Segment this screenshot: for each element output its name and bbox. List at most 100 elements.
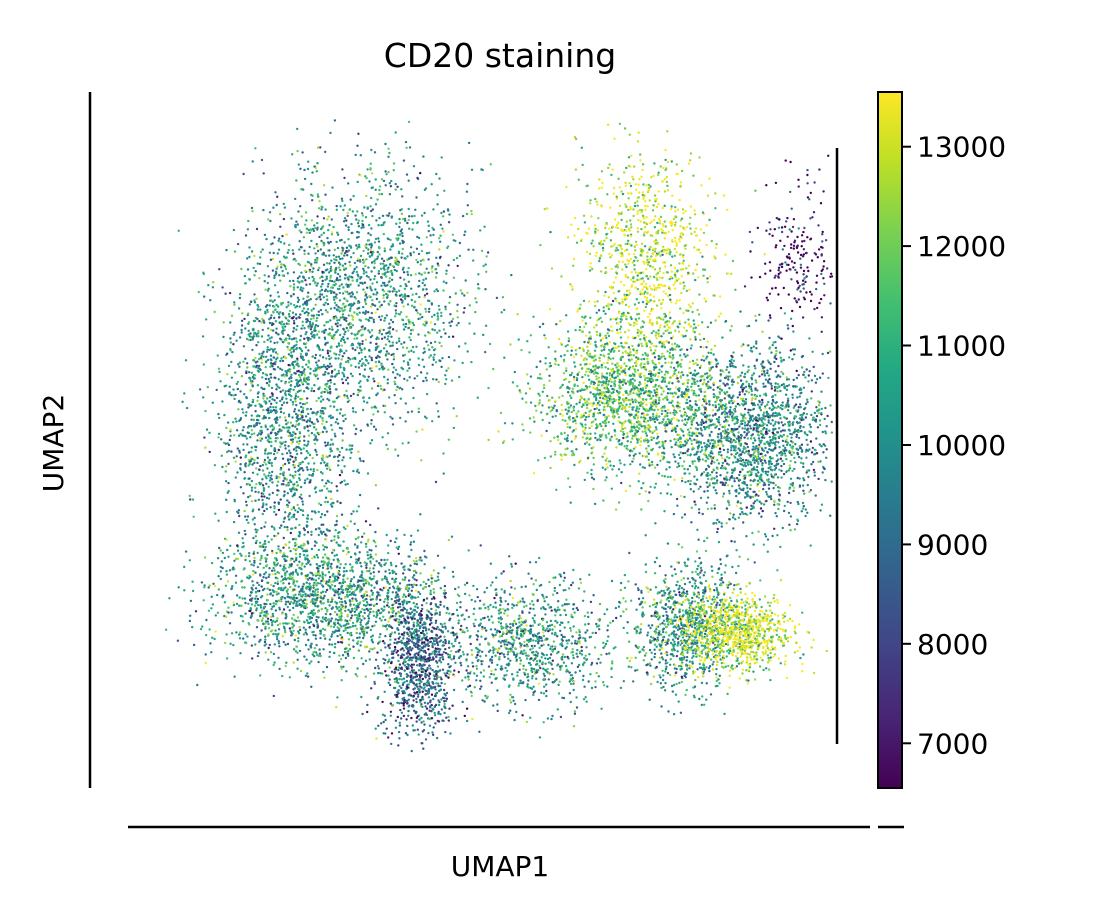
scatter-point bbox=[269, 592, 273, 595]
scatter-point bbox=[380, 364, 383, 367]
scatter-point bbox=[413, 300, 417, 303]
scatter-point bbox=[435, 402, 438, 405]
scatter-point bbox=[501, 296, 505, 299]
scatter-point bbox=[203, 436, 206, 439]
scatter-point bbox=[328, 357, 331, 361]
scatter-point bbox=[375, 393, 378, 397]
scatter-point bbox=[384, 618, 387, 622]
scatter-point bbox=[284, 577, 287, 581]
scatter-point bbox=[305, 331, 308, 334]
scatter-point bbox=[444, 308, 447, 311]
scatter-point bbox=[322, 597, 325, 600]
scatter-point bbox=[290, 380, 293, 383]
scatter-point bbox=[386, 358, 389, 361]
scatter-point bbox=[264, 373, 267, 376]
scatter-point bbox=[268, 479, 272, 482]
scatter-point bbox=[288, 676, 292, 679]
scatter-point bbox=[241, 312, 244, 315]
scatter-point bbox=[439, 234, 442, 237]
scatter-point bbox=[266, 358, 270, 362]
scatter-point bbox=[410, 287, 413, 290]
scatter-point bbox=[416, 311, 419, 315]
scatter-point bbox=[314, 226, 317, 230]
scatter-point bbox=[359, 385, 362, 388]
scatter-point bbox=[356, 278, 359, 281]
scatter-point bbox=[222, 321, 225, 324]
scatter-point bbox=[357, 331, 360, 334]
scatter-point bbox=[287, 515, 290, 518]
scatter-point bbox=[256, 434, 259, 437]
scatter-point bbox=[203, 295, 206, 298]
scatter-point bbox=[253, 254, 256, 258]
scatter-point bbox=[265, 563, 269, 567]
scatter-point bbox=[410, 534, 413, 537]
scatter-point bbox=[303, 443, 306, 447]
scatter-point bbox=[443, 189, 446, 192]
scatter-point bbox=[369, 248, 373, 252]
scatter-point bbox=[383, 558, 386, 562]
scatter-point bbox=[365, 631, 369, 634]
scatter-point bbox=[384, 562, 388, 565]
scatter-point bbox=[233, 552, 236, 556]
scatter-point bbox=[404, 322, 408, 326]
scatter-point bbox=[261, 498, 264, 502]
scatter-point bbox=[409, 274, 413, 277]
scatter-point bbox=[432, 378, 435, 381]
scatter-point bbox=[381, 578, 384, 581]
scatter-point bbox=[326, 285, 330, 288]
scatter-point bbox=[341, 638, 344, 641]
scatter-point bbox=[349, 307, 352, 310]
scatter-point bbox=[350, 222, 353, 226]
scatter-point bbox=[351, 343, 354, 346]
scatter-point bbox=[289, 302, 293, 305]
scatter-point bbox=[294, 526, 297, 529]
scatter-point bbox=[332, 405, 336, 408]
scatter-point bbox=[308, 268, 312, 272]
scatter-point bbox=[271, 594, 274, 597]
scatter-point bbox=[306, 574, 309, 578]
scatter-point bbox=[241, 408, 244, 411]
scatter-point bbox=[461, 214, 465, 218]
scatter-point bbox=[325, 389, 329, 392]
scatter-point bbox=[376, 392, 379, 395]
scatter-point bbox=[311, 199, 314, 202]
scatter-point bbox=[321, 472, 324, 475]
scatter-point bbox=[325, 262, 329, 265]
scatter-point bbox=[392, 366, 396, 369]
scatter-point bbox=[347, 323, 351, 326]
scatter-point bbox=[401, 195, 404, 198]
scatter-point bbox=[356, 642, 359, 645]
scatter-point bbox=[260, 611, 263, 614]
scatter-point bbox=[341, 588, 345, 592]
scatter-point bbox=[276, 637, 279, 641]
scatter-point bbox=[207, 609, 211, 612]
scatter-point bbox=[457, 586, 460, 589]
scatter-point bbox=[268, 211, 272, 214]
scatter-point bbox=[453, 359, 456, 362]
scatter-point bbox=[310, 182, 313, 186]
scatter-point bbox=[389, 262, 392, 266]
scatter-point bbox=[376, 250, 379, 254]
scatter-point bbox=[410, 548, 413, 552]
scatter-point bbox=[380, 276, 383, 279]
scatter-point bbox=[485, 255, 488, 258]
scatter-point bbox=[296, 286, 299, 289]
scatter-point bbox=[256, 589, 260, 593]
scatter-point bbox=[417, 363, 421, 367]
scatter-point bbox=[328, 327, 331, 331]
scatter-point bbox=[379, 267, 383, 270]
scatter-point bbox=[400, 342, 403, 346]
scatter-point bbox=[367, 223, 371, 227]
scatter-point bbox=[256, 399, 259, 402]
scatter-point bbox=[400, 256, 403, 259]
scatter-point bbox=[315, 450, 318, 453]
scatter-point bbox=[366, 603, 369, 606]
scatter-point bbox=[374, 360, 378, 364]
scatter-point bbox=[313, 544, 317, 547]
scatter-point bbox=[442, 452, 445, 455]
scatter-point bbox=[395, 388, 398, 392]
scatter-point bbox=[313, 247, 316, 250]
scatter-point bbox=[311, 194, 314, 197]
scatter-point bbox=[444, 305, 447, 308]
scatter-point bbox=[251, 384, 254, 387]
